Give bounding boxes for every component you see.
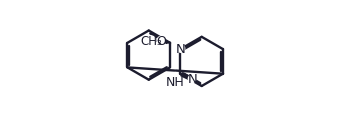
Circle shape xyxy=(157,37,165,45)
Text: CH₃: CH₃ xyxy=(140,35,162,48)
Circle shape xyxy=(188,75,196,83)
Text: N: N xyxy=(187,73,197,85)
Text: N: N xyxy=(176,43,186,56)
Circle shape xyxy=(177,45,185,53)
Text: O: O xyxy=(156,34,166,47)
Circle shape xyxy=(146,37,156,46)
Text: NH: NH xyxy=(166,76,185,89)
